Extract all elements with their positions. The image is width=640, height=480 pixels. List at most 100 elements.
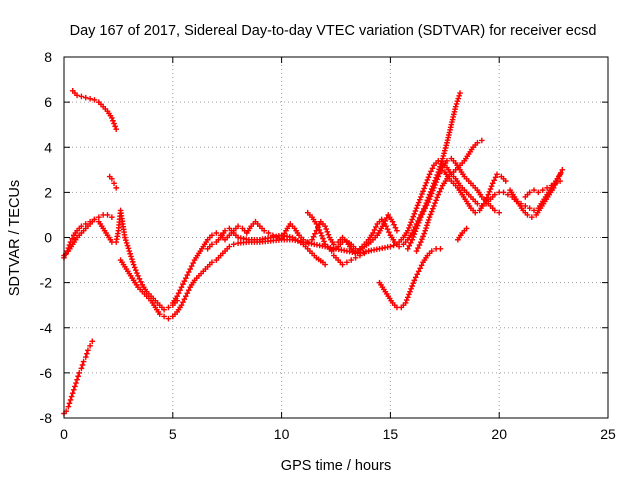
data-point — [432, 200, 438, 206]
data-point — [209, 259, 215, 266]
data-point — [109, 115, 115, 121]
data-point — [489, 180, 496, 187]
y-tick-label: 0 — [44, 230, 52, 246]
data-point — [113, 185, 120, 191]
data-point — [91, 97, 98, 103]
series-arc-17 — [522, 178, 563, 200]
data-point — [455, 95, 462, 102]
data-point — [76, 370, 83, 376]
data-point — [436, 188, 443, 195]
data-point — [407, 288, 413, 295]
data-point — [413, 225, 420, 232]
data-point — [421, 230, 427, 237]
data-point — [382, 218, 389, 224]
data-point — [502, 178, 509, 184]
data-point — [125, 245, 132, 252]
data-point — [415, 245, 421, 251]
series-arc-1 — [61, 212, 115, 261]
data-point — [406, 225, 412, 231]
data-point — [434, 194, 440, 201]
data-point — [419, 211, 426, 217]
data-point — [453, 101, 460, 107]
x-tick-label: 0 — [60, 426, 68, 442]
data-point — [316, 227, 323, 233]
data-point — [552, 180, 559, 187]
data-point — [124, 242, 131, 249]
data-point — [531, 207, 537, 214]
data-point — [130, 261, 137, 268]
data-point — [544, 185, 550, 191]
data-point — [312, 230, 318, 237]
data-point — [309, 236, 315, 243]
data-point — [535, 189, 542, 196]
data-point — [524, 212, 531, 218]
data-point — [526, 189, 533, 196]
data-point — [403, 297, 410, 303]
data-point — [420, 208, 427, 214]
data-point — [134, 270, 140, 276]
data-point — [415, 268, 422, 275]
data-point — [433, 179, 439, 186]
data-point — [322, 223, 328, 230]
data-point — [407, 222, 413, 228]
data-point — [435, 173, 442, 180]
data-point — [383, 215, 390, 221]
data-point — [209, 232, 215, 239]
data-point — [423, 202, 430, 208]
chart-title: Day 167 of 2017, Sidereal Day-to-day VTE… — [70, 23, 597, 39]
data-point — [557, 178, 563, 184]
data-point — [410, 280, 417, 286]
data-point — [409, 283, 415, 289]
series-arc-11 — [376, 245, 444, 311]
data-point — [411, 231, 418, 237]
series-arc-2 — [61, 207, 180, 313]
data-point — [442, 147, 448, 154]
data-point — [79, 362, 86, 368]
data-point — [136, 276, 143, 282]
data-point — [426, 196, 433, 202]
data-point — [110, 117, 116, 124]
axis-ticks: 0 5 10 15 20 25 -8 -6 -4 -2 0 2 4 6 8 — [40, 49, 616, 442]
data-point — [415, 199, 422, 206]
data-point — [320, 235, 326, 242]
y-tick-label: 8 — [44, 49, 52, 65]
data-point — [419, 191, 425, 197]
data-point — [265, 230, 272, 236]
data-point — [213, 230, 220, 236]
data-point — [391, 221, 397, 228]
data-point — [394, 227, 400, 234]
data-point — [165, 304, 172, 311]
data-point — [405, 294, 411, 301]
data-point — [357, 252, 363, 259]
data-point — [412, 274, 419, 281]
data-point — [324, 229, 331, 235]
data-point — [414, 202, 421, 209]
data-point — [406, 291, 412, 298]
data-point — [430, 187, 436, 194]
data-point — [78, 223, 85, 230]
data-point — [387, 243, 394, 250]
data-point — [442, 145, 449, 151]
data-point — [437, 245, 444, 252]
data-point — [131, 264, 138, 271]
data-point — [413, 205, 420, 211]
data-point — [423, 225, 429, 231]
y-tick-label: -4 — [40, 320, 53, 336]
data-point — [66, 400, 73, 407]
data-point — [209, 241, 215, 248]
data-point — [156, 311, 163, 318]
data-point — [183, 293, 189, 299]
data-point — [424, 222, 430, 229]
data-point — [390, 242, 397, 249]
data-point — [322, 261, 328, 268]
data-point — [352, 255, 359, 261]
data-point — [414, 271, 421, 278]
data-point — [418, 214, 424, 220]
data-point — [417, 265, 423, 272]
data-point — [405, 227, 411, 234]
data-point — [361, 250, 368, 257]
data-point — [174, 293, 180, 299]
data-point — [410, 234, 417, 240]
data-point — [67, 397, 74, 403]
